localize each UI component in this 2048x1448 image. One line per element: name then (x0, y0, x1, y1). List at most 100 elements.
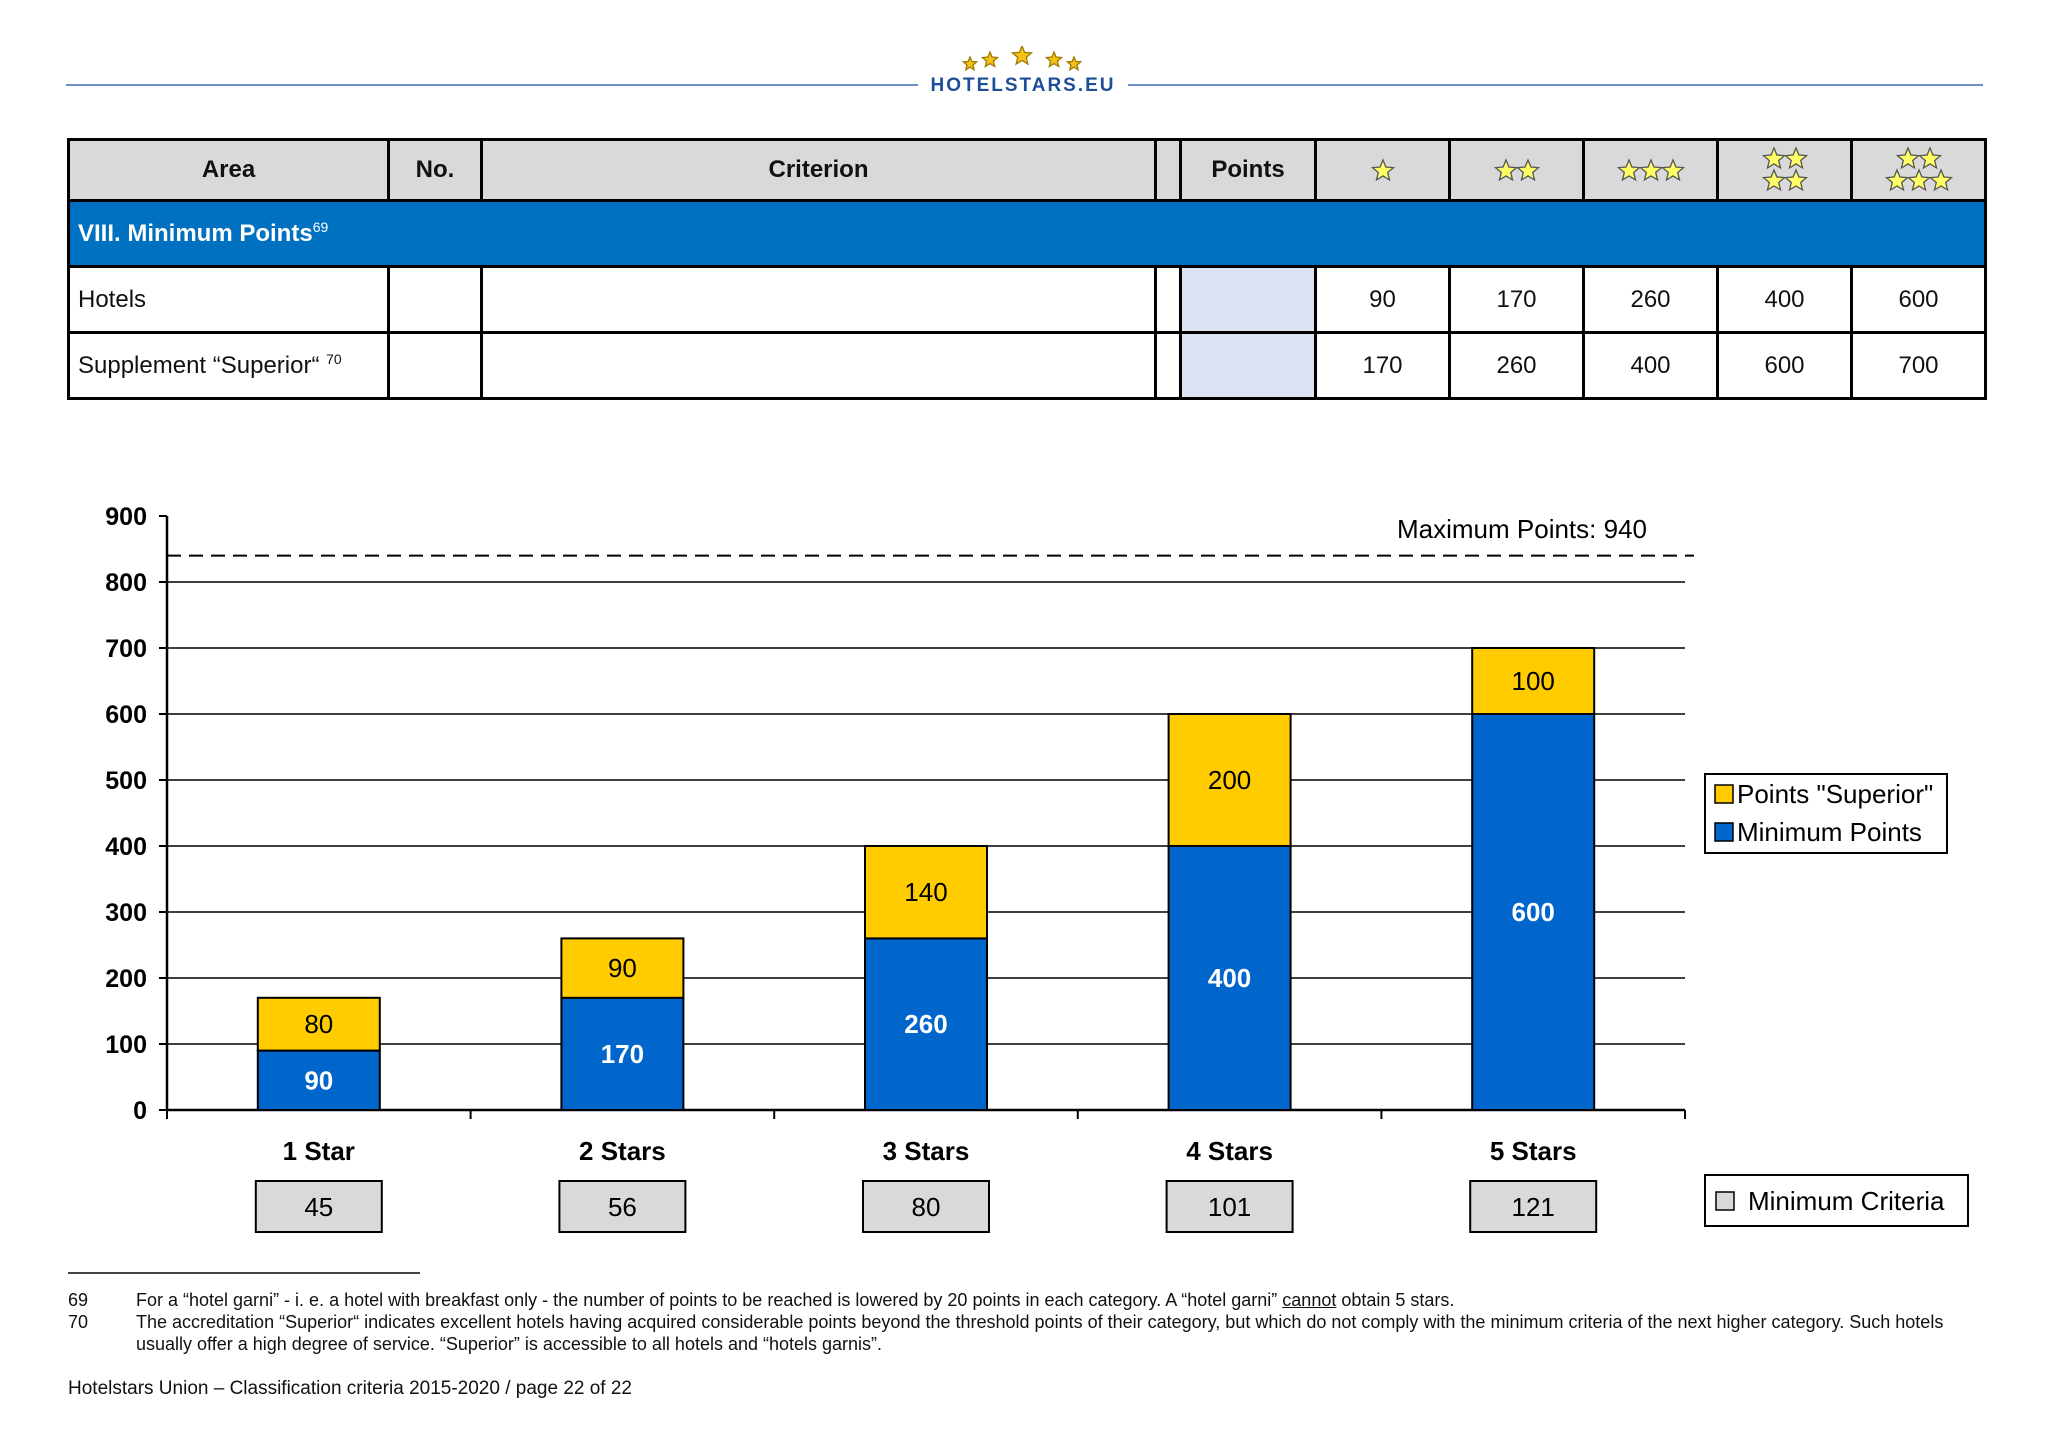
row-value-2-stars: 260 (1448, 331, 1585, 400)
minimum-criteria-value: 121 (1512, 1192, 1555, 1222)
bar-superior-points (864, 845, 988, 940)
row-value-4-stars: 400 (1716, 265, 1853, 334)
minimum-criteria-box (1469, 1180, 1598, 1233)
star-icon (1616, 158, 1641, 182)
header-1-star (1314, 138, 1451, 202)
star-icon (980, 50, 1000, 68)
legend-box (1704, 773, 1948, 854)
logo-text: HOTELSTARS.EU (930, 75, 1116, 96)
x-category-label: 2 Stars (579, 1136, 666, 1166)
header-no: No. (387, 138, 483, 202)
bar-minimum-points (256, 1049, 381, 1111)
header-rule-right (1120, 84, 1983, 86)
bar-superior-points (1167, 713, 1292, 847)
footnote-underlined-word: cannot (1282, 1290, 1337, 1310)
header-4-stars (1716, 138, 1853, 202)
y-tick-label: 900 (105, 503, 147, 531)
star-icon (1906, 168, 1931, 192)
row-area: Supplement “Superior“ 70 (67, 331, 390, 400)
minimum-criteria-box (862, 1180, 990, 1233)
page-header: HOTELSTARS.EU (0, 0, 2048, 110)
minimum-criteria-box (558, 1180, 687, 1233)
one-star-icon (1370, 158, 1395, 182)
legend-label: Minimum Criteria (1748, 1186, 1945, 1216)
legend-swatch (1714, 822, 1734, 842)
row-value-4-stars: 600 (1716, 331, 1853, 400)
row-criterion (480, 265, 1157, 334)
chart-svg: 0 100 200 300 400 500 600 700 800 900 Maximum Poin… (105, 503, 1969, 1233)
bar-minimum-points (1471, 713, 1596, 1111)
star-icon (1917, 146, 1942, 170)
star-icon (1928, 168, 1953, 192)
row-value-1-star: 90 (1314, 265, 1451, 334)
maximum-points-label: Maximum Points: 940 (1397, 514, 1647, 544)
star-icon (1370, 158, 1395, 182)
bar-data-label: 200 (1208, 765, 1251, 795)
bar-data-label: 170 (601, 1039, 644, 1069)
y-tick-label: 600 (105, 701, 147, 729)
logo-stars-icon (961, 46, 1083, 72)
row-spacer (1154, 331, 1182, 400)
row-value-5-stars: 600 (1850, 265, 1987, 334)
header-rule-left (66, 84, 926, 86)
legend-swatch (1714, 784, 1734, 804)
row-area: Hotels (67, 265, 390, 334)
y-tick-label: 100 (105, 1031, 147, 1059)
minimum-criteria-value: 80 (912, 1192, 941, 1222)
y-tick-label: 800 (105, 569, 147, 597)
table-row: Hotels 90 170 260 400 600 (67, 265, 1987, 334)
section-title-text: VIII. Minimum Points (78, 220, 313, 247)
minimum-criteria-box (254, 1180, 383, 1233)
footnote-rule (68, 1272, 420, 1274)
footnote-text: The accreditation “Superior“ indicates e… (136, 1312, 1944, 1354)
star-icon (1044, 50, 1064, 68)
star-icon (961, 55, 979, 72)
page-footer: Hotelstars Union – Classification criter… (68, 1378, 632, 1399)
star-icon (1884, 168, 1909, 192)
footnote-text-part: obtain 5 stars. (1336, 1290, 1455, 1310)
section-footnote-ref: 69 (312, 219, 329, 235)
star-icon (1783, 146, 1808, 170)
row-footnote-ref: 70 (326, 351, 342, 367)
footnote-text: For a “hotel garni” - i. e. a hotel with… (136, 1289, 1976, 1311)
section-title: VIII. Minimum Points69 (67, 199, 1987, 268)
header-spacer (1154, 138, 1182, 202)
bar-superior-points (560, 937, 685, 999)
footnote-number: 70 (68, 1312, 89, 1332)
row-value-5-stars: 700 (1850, 331, 1987, 400)
x-category-label: 4 Stars (1186, 1136, 1273, 1166)
row-no (387, 265, 483, 334)
three-stars-icon (1616, 158, 1685, 182)
minimum-criteria-value: 45 (304, 1192, 333, 1222)
row-points (1179, 265, 1317, 334)
star-icon (1493, 158, 1518, 182)
bar-data-label: 80 (304, 1009, 333, 1039)
row-value-3-stars: 260 (1582, 265, 1719, 334)
legend-swatch (1715, 1191, 1735, 1211)
star-icon (1783, 168, 1808, 192)
row-value-1-star: 170 (1314, 331, 1451, 400)
y-tick-label: 0 (133, 1097, 147, 1125)
y-tick-label: 700 (105, 635, 147, 663)
row-no (387, 331, 483, 400)
footnote-number: 69 (68, 1290, 89, 1310)
x-category-label: 5 Stars (1490, 1136, 1577, 1166)
section-row: VIII. Minimum Points69 (67, 199, 1987, 268)
bar-data-label: 400 (1208, 963, 1251, 993)
bar-superior-points (256, 996, 381, 1052)
bar-minimum-points (560, 996, 685, 1111)
header-2-stars (1448, 138, 1585, 202)
footnote-text-part: For a “hotel garni” - i. e. a hotel with… (136, 1290, 1283, 1310)
bar-data-label: 140 (904, 877, 947, 907)
header-3-stars (1582, 138, 1719, 202)
row-value-2-stars: 170 (1448, 265, 1585, 334)
four-stars-icon (1761, 146, 1808, 192)
bar-data-label: 90 (608, 953, 637, 983)
star-icon (1761, 146, 1786, 170)
row-points (1179, 331, 1317, 400)
minimum-points-chart: 0 100 200 300 400 500 600 700 800 900 Maximum Poin… (0, 470, 2048, 1250)
two-stars-icon (1493, 158, 1540, 182)
minimum-criteria-legend (1704, 1174, 1969, 1227)
star-icon (1761, 168, 1786, 192)
x-category-label: 1 Star (283, 1136, 355, 1166)
